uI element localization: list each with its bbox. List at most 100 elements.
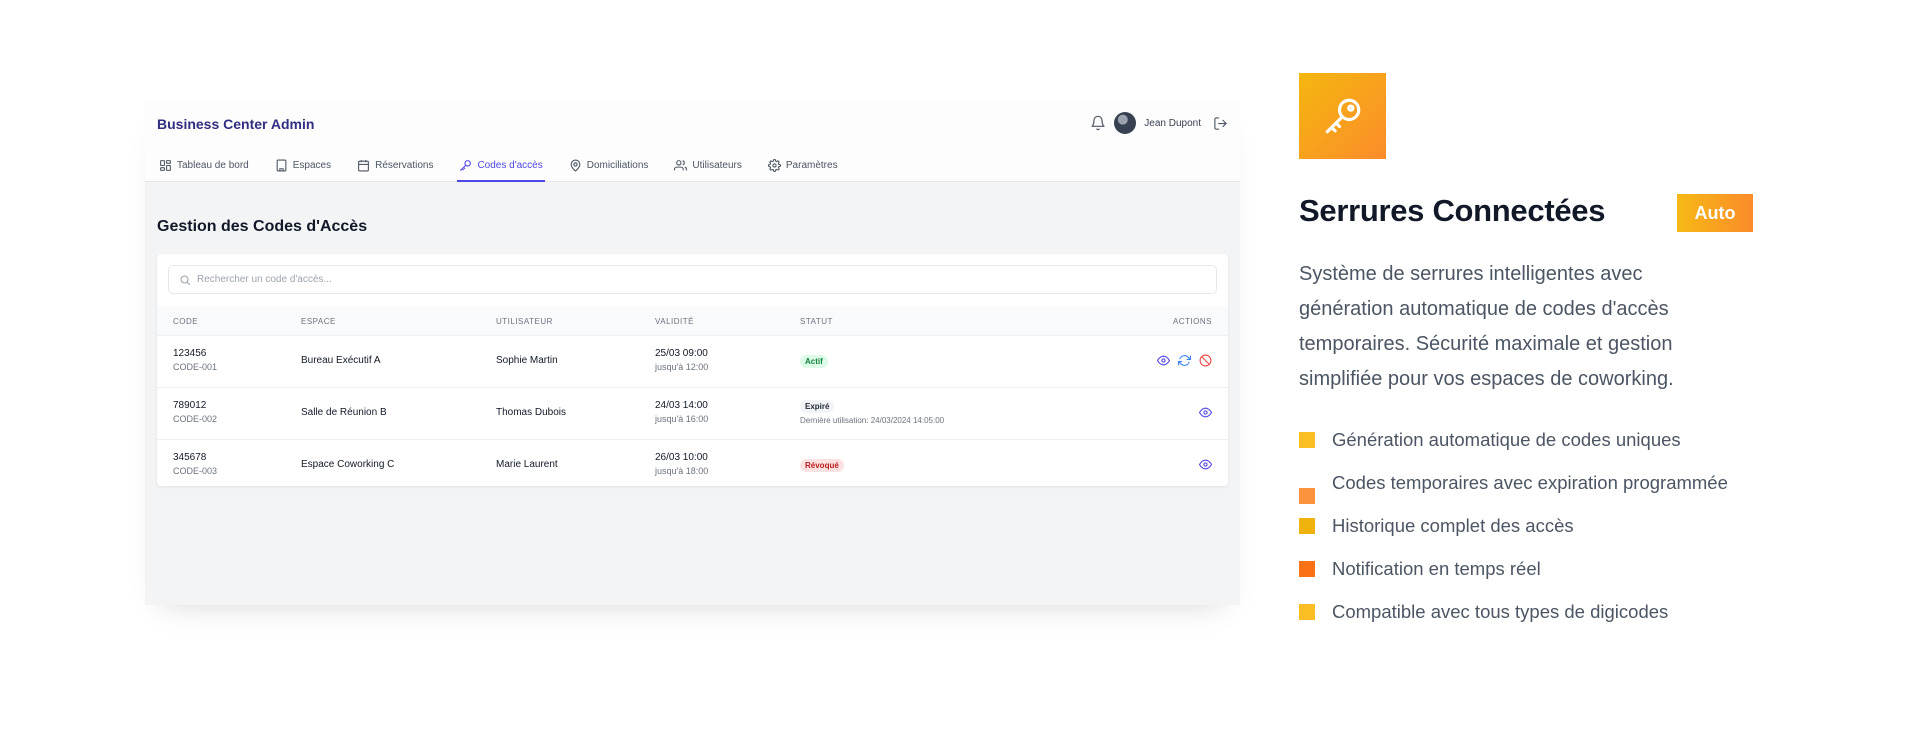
list-item: Notification en temps réel [1299,555,1739,582]
nav-item-reservations[interactable]: Réservations [355,151,435,182]
app-brand[interactable]: Business Center Admin [157,116,315,132]
validite-start: 24/03 14:00 [655,400,708,411]
code-value: 123456 [173,348,207,359]
column-header-espace[interactable]: ESPACE [301,317,336,326]
map-pin-icon [569,159,582,172]
table-row[interactable]: 345678 CODE-003 Espace Coworking C Marie… [157,440,1228,492]
search-icon [179,274,191,286]
list-item: Génération automatique de codes uniques [1299,426,1739,453]
feature-title: Serrures Connectées [1299,193,1606,228]
nav-item-domiciliations[interactable]: Domiciliations [567,151,651,182]
column-header-utilisateur[interactable]: UTILISATEUR [496,317,553,326]
key-icon [1322,95,1364,137]
espace-cell: Bureau Exécutif A [301,355,381,366]
refresh-icon[interactable] [1178,354,1191,367]
nav-label: Paramètres [785,160,838,171]
page-title: Gestion des Codes d'Accès [157,218,368,235]
nav-label: Réservations [375,160,434,171]
status-badge: Actif [800,355,828,368]
user-area: Jean Dupont [1090,111,1228,135]
validite-end: jusqu'à 16:00 [655,414,709,424]
feature-list: Génération automatique de codes uniques … [1299,426,1739,625]
code-value: 345678 [173,452,207,463]
utilisateur-cell: Sophie Martin [496,355,558,366]
bullet-square [1299,604,1315,620]
auto-badge: Auto [1677,194,1753,232]
table-row[interactable]: 123456 CODE-001 Bureau Exécutif A Sophie… [157,336,1228,388]
column-header-code[interactable]: CODE [173,317,199,326]
validite-start: 25/03 09:00 [655,348,708,359]
search-input[interactable] [197,274,1097,285]
row-actions [1199,458,1212,471]
building-icon [275,159,288,172]
main-nav: Tableau de bord Espaces Réservations Cod… [157,151,862,182]
code-id: CODE-001 [173,362,218,372]
bullet-square [1299,488,1315,504]
column-header-statut[interactable]: STATUT [800,317,833,326]
nav-label: Domiciliations [586,160,649,171]
nav-label: Utilisateurs [692,160,742,171]
users-icon [674,159,688,172]
validite-cell: 25/03 09:00 jusqu'à 12:00 [655,348,708,372]
bullet-square [1299,518,1315,534]
espace-cell: Espace Coworking C [301,459,395,470]
table-header: CODE ESPACE UTILISATEUR VALIDITÉ STATUT … [157,306,1228,336]
eye-icon[interactable] [1157,354,1170,367]
feature-item-text: Génération automatique de codes uniques [1332,429,1681,450]
validite-cell: 24/03 14:00 jusqu'à 16:00 [655,400,708,424]
feature-item-text: Notification en temps réel [1332,558,1541,579]
feature-item-text: Compatible avec tous types de digicodes [1332,601,1669,622]
bell-icon[interactable] [1090,115,1106,131]
nav-label: Espaces [292,160,332,171]
eye-icon[interactable] [1199,406,1212,419]
app-header: Business Center Admin Jean Dupont Tablea… [145,100,1240,182]
validite-cell: 26/03 10:00 jusqu'à 18:00 [655,452,708,476]
code-id: CODE-002 [173,414,218,424]
utilisateur-cell: Thomas Dubois [496,407,567,418]
row-actions [1157,354,1212,367]
nav-item-tableau-de-bord[interactable]: Tableau de bord [157,151,251,182]
avatar[interactable] [1114,112,1137,134]
table-row[interactable]: 789012 CODE-002 Salle de Réunion B Thoma… [157,388,1228,440]
ban-icon[interactable] [1199,354,1212,367]
row-actions [1199,406,1212,419]
list-item: Codes temporaires avec expiration progra… [1299,469,1739,504]
bullet-square [1299,561,1315,577]
column-header-actions: ACTIONS [1172,317,1212,326]
admin-app-preview: Business Center Admin Jean Dupont Tablea… [145,100,1240,605]
nav-label: Tableau de bord [177,160,249,171]
utilisateur-cell: Marie Laurent [496,459,558,470]
code-cell: 123456 CODE-001 [173,348,217,372]
status-badge: Expiré [800,400,835,413]
code-id: CODE-003 [173,466,218,476]
validite-start: 26/03 10:00 [655,452,708,463]
logout-icon[interactable] [1213,116,1228,131]
user-name[interactable]: Jean Dupont [1144,117,1201,129]
nav-item-codes-acces[interactable]: Codes d'accès [457,151,545,182]
validite-end: jusqu'à 12:00 [655,362,709,372]
nav-item-espaces[interactable]: Espaces [273,151,333,182]
code-cell: 345678 CODE-003 [173,452,217,476]
search-box[interactable] [168,265,1217,294]
bullet-square [1299,432,1315,448]
status-badge: Révoqué [800,459,844,472]
code-cell: 789012 CODE-002 [173,400,217,424]
dashboard-icon [159,159,172,172]
feature-item-text: Codes temporaires avec expiration progra… [1332,472,1728,493]
code-value: 789012 [173,400,207,411]
feature-description: Système de serrures intelligentes avec g… [1299,263,1674,390]
statut-cell: Révoqué [800,459,844,472]
feature-item-text: Historique complet des accès [1332,515,1574,536]
calendar-icon [357,159,370,172]
gear-icon [767,159,781,172]
nav-item-utilisateurs[interactable]: Utilisateurs [672,151,743,182]
feature-key-tile [1299,73,1386,159]
eye-icon[interactable] [1199,458,1212,471]
list-item: Historique complet des accès [1299,512,1739,539]
list-item: Compatible avec tous types de digicodes [1299,598,1739,625]
column-header-validite[interactable]: VALIDITÉ [655,317,694,326]
nav-item-parametres[interactable]: Paramètres [766,151,840,182]
statut-cell: Actif [800,355,828,368]
validite-end: jusqu'à 18:00 [655,466,709,476]
last-use-text: Dernière utilisation: 24/03/2024 14:05:0… [800,416,945,425]
